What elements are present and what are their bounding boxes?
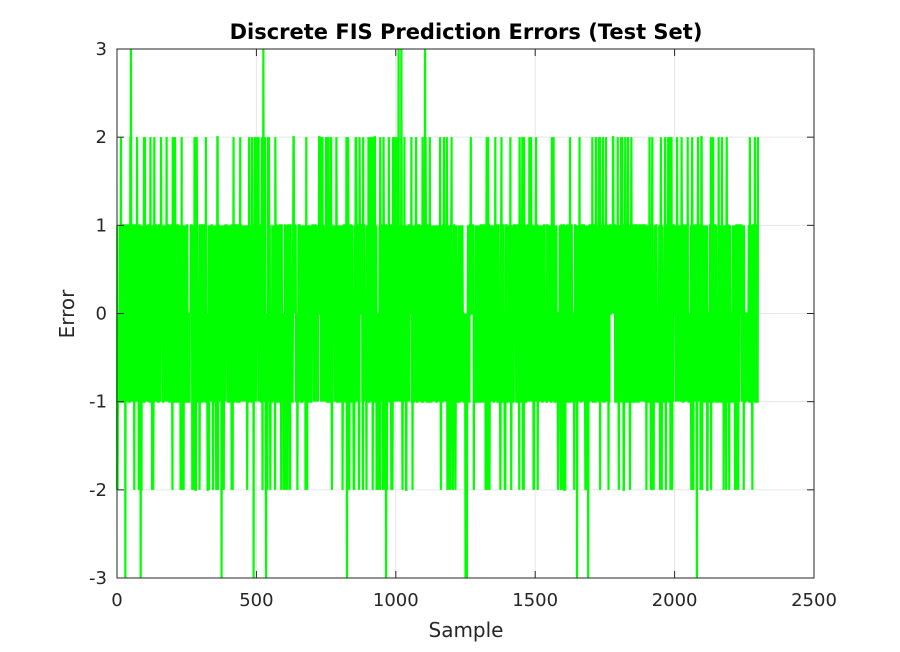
y-tick-label: -1 <box>89 392 107 413</box>
x-tick-label: 2000 <box>652 590 698 611</box>
error-series-line <box>115 48 760 579</box>
y-axis-label: Error <box>55 289 79 339</box>
y-axis: -3 -2 -1 0 1 2 3 <box>89 39 814 589</box>
y-tick-label: 0 <box>96 304 107 325</box>
chart-title: Discrete FIS Prediction Errors (Test Set… <box>230 20 703 44</box>
x-axis: 0 500 1000 1500 2000 2500 <box>111 49 837 611</box>
x-tick-label: 500 <box>239 590 273 611</box>
x-axis-label: Sample <box>429 618 504 642</box>
y-tick-label: -2 <box>89 480 107 501</box>
y-tick-label: 1 <box>96 215 107 236</box>
y-tick-label: 2 <box>96 127 107 148</box>
plot-area <box>115 48 760 579</box>
x-tick-label: 1500 <box>512 590 558 611</box>
x-tick-label: 1000 <box>373 590 419 611</box>
y-tick-label: 3 <box>96 39 107 60</box>
x-tick-label: 0 <box>111 590 122 611</box>
y-tick-label: -3 <box>89 568 107 589</box>
x-tick-label: 2500 <box>791 590 837 611</box>
